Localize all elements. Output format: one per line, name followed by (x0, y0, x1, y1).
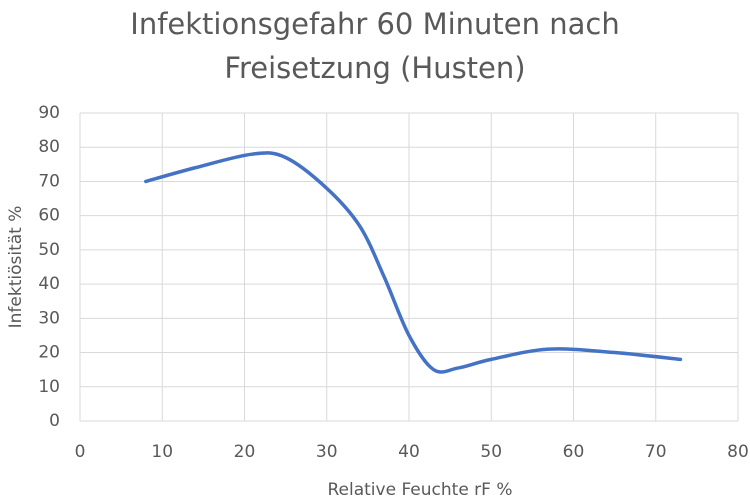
x-tick-label: 30 (316, 442, 338, 462)
x-tick-label: 10 (151, 442, 173, 462)
x-tick-label: 60 (563, 442, 585, 462)
y-tick-label: 60 (38, 206, 60, 226)
y-tick-label: 10 (38, 377, 60, 397)
y-tick-label: 20 (38, 343, 60, 363)
y-tick-label: 70 (38, 171, 60, 191)
y-tick-label: 90 (38, 103, 60, 123)
y-tick-label: 0 (49, 411, 60, 431)
y-tick-label: 80 (38, 137, 60, 157)
y-tick-label: 50 (38, 240, 60, 260)
x-tick-label: 70 (645, 442, 667, 462)
x-tick-label: 50 (480, 442, 502, 462)
x-tick-label: 80 (727, 442, 749, 462)
x-axis-label: Relative Feuchte rF % (327, 480, 512, 500)
x-tick-label: 0 (75, 442, 86, 462)
chart-title: Infektionsgefahr 60 Minuten nach Freiset… (130, 7, 620, 85)
x-tick-label: 40 (398, 442, 420, 462)
y-tick-label: 30 (38, 308, 60, 328)
y-tick-label: 40 (38, 274, 60, 294)
data-line (144, 151, 683, 374)
y-axis-label: Infektiösität % (6, 206, 26, 329)
x-tick-label: 20 (234, 442, 256, 462)
